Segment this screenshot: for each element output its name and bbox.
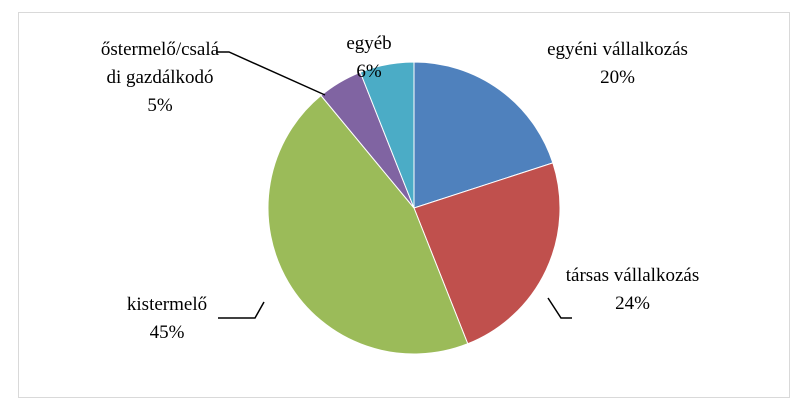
slice-label: őstermelő/családi gazdálkodó 5% [100,36,220,120]
category-label: társas vállalkozás [565,265,700,286]
slice-label: egyéni vállalkozás 20% [545,36,690,92]
pie-slice [267,94,469,355]
value-label: 24% [615,293,650,314]
pie-slice [413,162,561,345]
value-label: 45% [149,322,185,343]
category-label: egyéni vállalkozás [547,39,688,60]
pie-slice [413,61,554,209]
slice-label: társas vállalkozás 24% [560,262,705,318]
category-label: őstermelő/családi gazdálkodó [100,39,220,88]
value-label: 20% [600,67,635,88]
leader-line [216,51,326,96]
slice-label: kistermelő 45% [112,291,222,347]
pie-slice [359,61,415,209]
value-label: 5% [147,95,173,116]
value-label: 6% [356,61,382,82]
slice-label: egyéb 6% [310,30,428,86]
category-label: egyéb [346,33,392,54]
category-label: kistermelő [126,294,208,315]
leader-line [218,301,265,319]
leader-line [547,297,572,319]
